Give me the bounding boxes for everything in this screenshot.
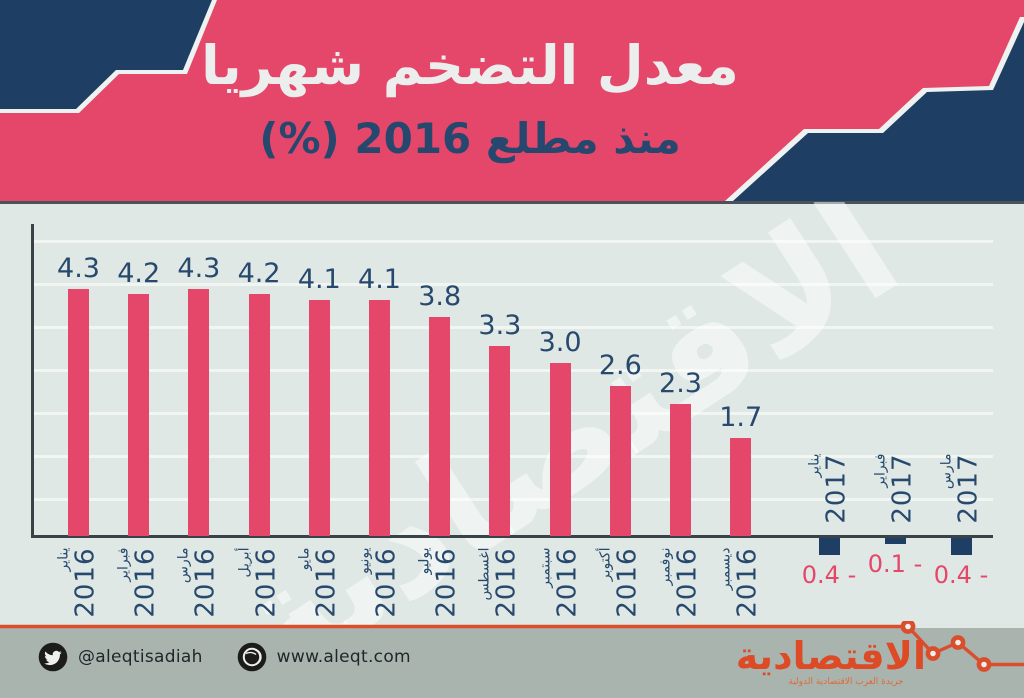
x-tick-label: يناير 2017 bbox=[806, 453, 852, 528]
gridline bbox=[33, 412, 993, 415]
website-url[interactable]: www.aleqt.com bbox=[276, 647, 411, 667]
x-tick-label: نوفمبر 2016 bbox=[658, 547, 704, 622]
bar-value-label: 2.6 bbox=[598, 350, 642, 381]
x-tick-month: نوفمبر bbox=[657, 547, 674, 585]
bar-value-label: 0.4 - bbox=[801, 561, 857, 589]
bar bbox=[68, 289, 89, 536]
x-tick-label: اغسطس 2016 bbox=[477, 547, 523, 622]
x-tick-year: 2017 bbox=[953, 453, 983, 524]
x-tick-label: ديسمبر 2016 bbox=[718, 547, 764, 622]
bar-value-label: 3.3 bbox=[478, 310, 522, 341]
x-tick-label: مارس 2016 bbox=[176, 547, 222, 622]
publisher-logo: الاقتصادية جريدة العرب الاقتصادية الدولي… bbox=[735, 634, 926, 687]
x-tick-label: فبراير 2016 bbox=[116, 547, 162, 622]
bar bbox=[730, 438, 752, 536]
x-tick-label: مارس 2017 bbox=[938, 453, 984, 528]
bar bbox=[128, 294, 150, 536]
x-tick-month: فبراير bbox=[115, 547, 132, 582]
x-tick-year: 2016 bbox=[251, 547, 282, 618]
bar-value-label: 3.8 bbox=[418, 281, 462, 312]
x-tick-label: يناير 2016 bbox=[56, 547, 102, 622]
bar-value-label: 4.2 bbox=[117, 258, 161, 289]
x-tick-label: فبراير 2017 bbox=[872, 453, 918, 528]
bar-value-label: 1.7 bbox=[719, 402, 763, 433]
bar-value-label: 2.3 bbox=[659, 368, 702, 399]
x-tick-month: ديسمبر bbox=[717, 547, 734, 590]
x-tick-month: يناير bbox=[55, 547, 72, 572]
x-tick-month: أكتوبر bbox=[597, 547, 614, 581]
gridline bbox=[33, 326, 993, 329]
x-tick-month: اغسطس bbox=[476, 547, 493, 601]
bar-value-label: 3.0 bbox=[538, 327, 582, 358]
publisher-logo-tagline: جريدة العرب الاقتصادية الدولية bbox=[788, 677, 904, 687]
footer-social: @aleqtisadiah www.aleqt.com bbox=[38, 642, 411, 672]
bar-value-label: 4.3 bbox=[57, 253, 100, 284]
x-tick-month: مارس bbox=[175, 547, 192, 583]
bar bbox=[670, 404, 691, 536]
bar-chart: الاقتصادية 4.3 يناير 2016 4.2 فبراير 2016 4.3 م… bbox=[0, 202, 1024, 625]
gridline bbox=[33, 455, 993, 458]
gridline bbox=[33, 498, 993, 501]
bar-value-label: 4.1 bbox=[297, 264, 341, 295]
x-tick-month: مارس bbox=[938, 453, 954, 489]
publisher-logo-text: الاقتصادية bbox=[735, 634, 926, 678]
header-divider bbox=[0, 201, 1024, 204]
x-tick-year: 2016 bbox=[732, 547, 763, 618]
x-tick-month: سبتمبر bbox=[537, 547, 554, 588]
x-axis-line bbox=[31, 535, 993, 538]
x-tick-year: 2016 bbox=[311, 547, 342, 618]
globe-icon[interactable] bbox=[237, 642, 267, 672]
x-tick-year: 2016 bbox=[130, 547, 161, 618]
bar bbox=[308, 300, 330, 536]
x-tick-year: 2016 bbox=[672, 547, 703, 618]
x-tick-year: 2017 bbox=[887, 453, 917, 524]
x-tick-year: 2016 bbox=[371, 547, 402, 618]
bar-value-label: 4.3 bbox=[177, 253, 221, 284]
gridline bbox=[33, 240, 993, 243]
chart-subtitle: منذ مطلع 2016 (%) bbox=[259, 114, 681, 163]
x-tick-year: 2017 bbox=[821, 453, 851, 524]
bar bbox=[248, 294, 270, 536]
x-tick-month: مايو bbox=[296, 547, 313, 570]
x-tick-month: يناير bbox=[806, 453, 822, 478]
gridline bbox=[33, 283, 993, 286]
x-tick-label: أبريل 2016 bbox=[236, 547, 282, 622]
x-tick-year: 2016 bbox=[491, 547, 522, 618]
x-tick-label: يونيو 2016 bbox=[357, 547, 403, 622]
x-tick-label: سبتمبر 2016 bbox=[537, 547, 583, 622]
bar-value-label: 0.1 - bbox=[867, 550, 923, 578]
x-tick-month: فبراير bbox=[872, 453, 888, 488]
twitter-handle[interactable]: @aleqtisadiah bbox=[78, 647, 203, 667]
x-tick-year: 2016 bbox=[70, 547, 101, 618]
x-tick-month: أبريل bbox=[236, 547, 253, 578]
bar bbox=[489, 346, 511, 536]
x-tick-year: 2016 bbox=[612, 547, 643, 618]
gridline bbox=[33, 369, 993, 372]
bar bbox=[369, 300, 390, 536]
x-tick-year: 2016 bbox=[431, 547, 462, 618]
y-axis-line bbox=[31, 224, 34, 537]
bar-value-label: 0.4 - bbox=[933, 561, 989, 589]
bar bbox=[950, 538, 972, 555]
x-tick-month: يوليو bbox=[416, 547, 433, 574]
twitter-icon[interactable] bbox=[38, 642, 68, 672]
x-tick-month: يونيو bbox=[356, 547, 373, 574]
x-tick-label: يوليو 2016 bbox=[417, 547, 463, 622]
bar bbox=[188, 289, 210, 536]
bar-value-label: 4.2 bbox=[237, 258, 281, 289]
bar bbox=[818, 538, 840, 555]
chart-title: معدل التضخم شهريا bbox=[201, 34, 739, 97]
x-tick-year: 2016 bbox=[552, 547, 583, 618]
x-tick-label: مايو 2016 bbox=[296, 547, 342, 622]
header-banner: معدل التضخم شهريا منذ مطلع 2016 (%) bbox=[0, 0, 1024, 201]
bar bbox=[549, 363, 571, 536]
bar-value-label: 4.1 bbox=[358, 264, 401, 295]
bar bbox=[429, 317, 451, 536]
bar bbox=[884, 538, 906, 544]
x-tick-label: أكتوبر 2016 bbox=[597, 547, 643, 622]
bar bbox=[609, 386, 631, 536]
x-tick-year: 2016 bbox=[190, 547, 221, 618]
